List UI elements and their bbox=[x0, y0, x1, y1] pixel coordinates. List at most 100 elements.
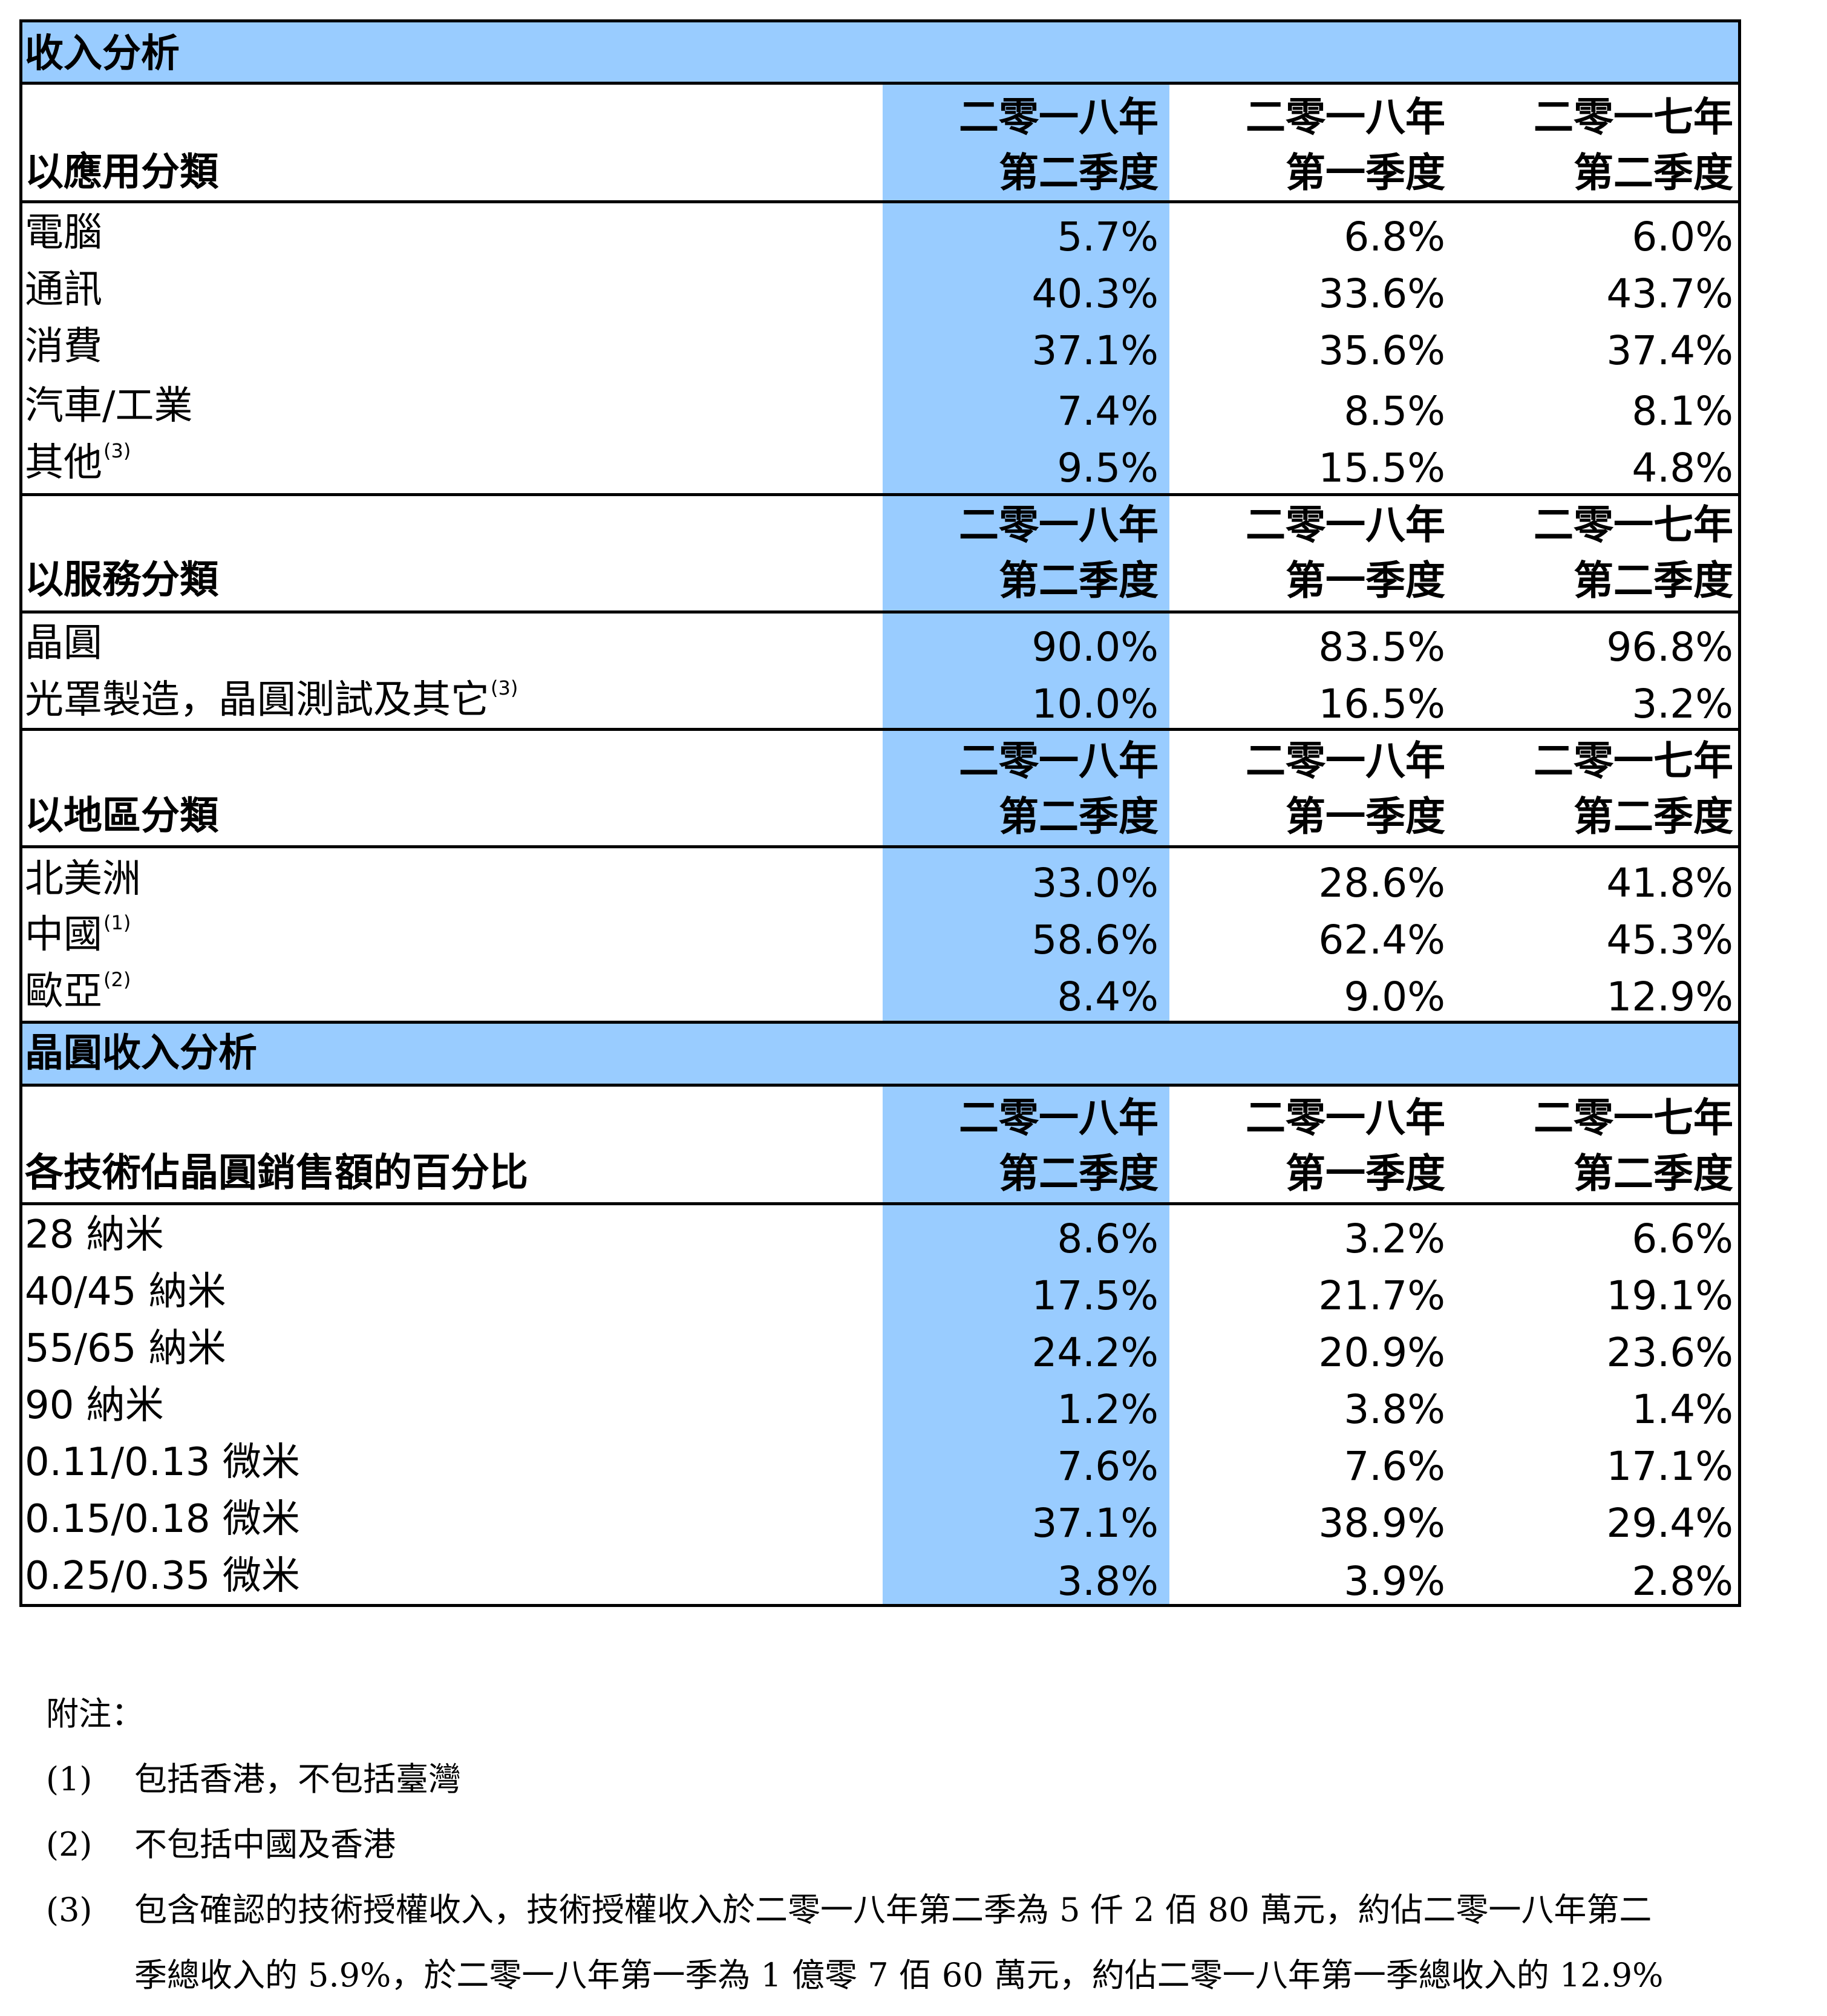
value-cell: 35.6% bbox=[1318, 327, 1445, 374]
col-header-line2: 第一季度 bbox=[1286, 557, 1445, 604]
value-cell: 7.4% bbox=[1057, 388, 1159, 434]
value-cell: 90.0% bbox=[1031, 624, 1159, 670]
row-label: 28 納米 bbox=[25, 1213, 164, 1257]
title-band bbox=[22, 22, 1738, 83]
col-header-line1: 二零一七年 bbox=[1534, 738, 1733, 784]
value-cell: 23.6% bbox=[1606, 1329, 1733, 1376]
value-cell: 8.6% bbox=[1057, 1216, 1159, 1262]
wafer-heading: 各技術佔晶圓銷售額的百分比 bbox=[25, 1151, 528, 1196]
value-cell: 40.3% bbox=[1031, 270, 1159, 317]
row-label: 歐亞(2) bbox=[25, 968, 131, 1014]
value-cell: 16.5% bbox=[1318, 681, 1445, 727]
value-cell: 8.4% bbox=[1057, 974, 1159, 1020]
divider bbox=[22, 82, 1738, 85]
row-label: 北美洲 bbox=[25, 857, 141, 902]
title-band bbox=[22, 1024, 1738, 1084]
value-cell: 1.2% bbox=[1057, 1386, 1159, 1433]
value-cell: 17.1% bbox=[1606, 1443, 1733, 1490]
footnote-ref: (1) bbox=[103, 911, 131, 934]
note-text: 包括香港，不包括臺灣 bbox=[134, 1760, 461, 1798]
row-label: 光罩製造，晶圓測試及其它(3) bbox=[25, 676, 518, 722]
divider bbox=[22, 493, 1738, 496]
highlight-column-q2-2018 bbox=[883, 22, 1169, 1604]
divider bbox=[22, 728, 1738, 731]
footnote-ref: (3) bbox=[103, 439, 131, 462]
value-cell: 4.8% bbox=[1632, 445, 1733, 491]
note-number: (2) bbox=[46, 1825, 93, 1864]
value-cell: 28.6% bbox=[1318, 860, 1445, 906]
row-label: 中國(1) bbox=[25, 911, 131, 957]
value-cell: 12.9% bbox=[1606, 974, 1733, 1020]
note-number: (3) bbox=[46, 1891, 93, 1929]
wafer-title: 晶圓收入分析 bbox=[25, 1031, 257, 1076]
footnote-ref: (2) bbox=[103, 968, 131, 991]
footnote-ref: (3) bbox=[491, 676, 518, 699]
col-header-line2: 第二季度 bbox=[999, 793, 1159, 840]
col-header-line2: 第二季度 bbox=[999, 557, 1159, 604]
col-header-line2: 第一季度 bbox=[1286, 1150, 1445, 1197]
value-cell: 3.2% bbox=[1632, 681, 1733, 727]
value-cell: 96.8% bbox=[1606, 624, 1733, 670]
value-cell: 58.6% bbox=[1031, 917, 1159, 963]
row-label: 汽車/工業 bbox=[25, 384, 193, 428]
col-header-q1-2018-line1: 二零一八年 bbox=[1246, 94, 1445, 140]
value-cell: 43.7% bbox=[1606, 270, 1733, 317]
note-text: 不包括中國及香港 bbox=[134, 1825, 396, 1864]
value-cell: 83.5% bbox=[1318, 624, 1445, 670]
row-label: 其他(3) bbox=[25, 439, 131, 485]
col-header-line1: 二零一七年 bbox=[1534, 502, 1733, 548]
value-cell: 37.1% bbox=[1031, 327, 1159, 374]
value-cell: 21.7% bbox=[1318, 1272, 1445, 1319]
value-cell: 3.2% bbox=[1344, 1216, 1445, 1262]
value-cell: 15.5% bbox=[1318, 445, 1445, 491]
section-heading-service: 以服務分類 bbox=[25, 558, 218, 603]
value-cell: 6.0% bbox=[1632, 214, 1733, 260]
value-cell: 7.6% bbox=[1344, 1443, 1445, 1490]
row-label: 晶圓 bbox=[25, 621, 102, 666]
value-cell: 19.1% bbox=[1606, 1272, 1733, 1319]
divider bbox=[22, 200, 1738, 203]
row-label: 消費 bbox=[25, 324, 102, 369]
value-cell: 20.9% bbox=[1318, 1329, 1445, 1376]
value-cell: 10.0% bbox=[1031, 681, 1159, 727]
row-label: 通訊 bbox=[25, 267, 102, 312]
divider bbox=[22, 610, 1738, 614]
note-text: 季總收入的 5.9%，於二零一八年第一季為 1 億零 7 佰 60 萬元，約佔二… bbox=[134, 1956, 1664, 1994]
divider bbox=[22, 1021, 1738, 1024]
col-header-q2-2018-line1: 二零一八年 bbox=[959, 94, 1159, 140]
value-cell: 5.7% bbox=[1057, 214, 1159, 260]
col-header-line2: 第二季度 bbox=[1574, 1150, 1733, 1197]
value-cell: 3.8% bbox=[1344, 1386, 1445, 1433]
divider bbox=[22, 845, 1738, 848]
value-cell: 2.8% bbox=[1632, 1558, 1733, 1605]
section-heading-region: 以地區分類 bbox=[25, 794, 218, 839]
col-header-q2-2017-line1: 二零一七年 bbox=[1534, 94, 1733, 140]
notes-title: 附注： bbox=[46, 1695, 144, 1733]
value-cell: 37.4% bbox=[1606, 327, 1733, 374]
col-header-line1: 二零一八年 bbox=[1246, 502, 1445, 548]
value-cell: 24.2% bbox=[1031, 1329, 1159, 1376]
value-cell: 17.5% bbox=[1031, 1272, 1159, 1319]
value-cell: 6.8% bbox=[1344, 214, 1445, 260]
value-cell: 45.3% bbox=[1606, 917, 1733, 963]
divider bbox=[22, 1202, 1738, 1205]
section-heading-application: 以應用分類 bbox=[25, 150, 218, 195]
row-label: 0.11/0.13 微米 bbox=[25, 1440, 300, 1485]
col-header-line1: 二零一八年 bbox=[1246, 1095, 1445, 1141]
value-cell: 6.6% bbox=[1632, 1216, 1733, 1262]
row-label: 0.15/0.18 微米 bbox=[25, 1497, 300, 1542]
value-cell: 8.1% bbox=[1632, 388, 1733, 434]
value-cell: 7.6% bbox=[1057, 1443, 1159, 1490]
revenue-analysis-table: 收入分析 以應用分類 二零一八年 第二季度 二零一八年 第一季度 二零一七年 第… bbox=[19, 19, 1741, 1607]
row-label: 電腦 bbox=[25, 211, 102, 255]
col-header-line1: 二零一八年 bbox=[959, 1095, 1159, 1141]
row-label: 90 納米 bbox=[25, 1383, 164, 1428]
col-header-line1: 二零一八年 bbox=[959, 502, 1159, 548]
value-cell: 37.1% bbox=[1031, 1500, 1159, 1546]
col-header-q1-2018-line2: 第一季度 bbox=[1286, 149, 1445, 196]
value-cell: 1.4% bbox=[1632, 1386, 1733, 1433]
value-cell: 3.8% bbox=[1057, 1558, 1159, 1605]
value-cell: 29.4% bbox=[1606, 1500, 1733, 1546]
col-header-line2: 第一季度 bbox=[1286, 793, 1445, 840]
row-label: 40/45 納米 bbox=[25, 1269, 226, 1314]
